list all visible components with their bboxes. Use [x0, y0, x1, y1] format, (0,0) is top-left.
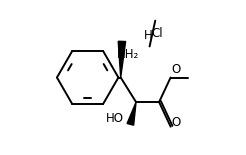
- Text: H: H: [144, 29, 153, 42]
- Text: O: O: [172, 63, 181, 76]
- Polygon shape: [118, 41, 126, 78]
- Text: Cl: Cl: [151, 27, 163, 40]
- Text: HO: HO: [106, 112, 124, 125]
- Text: NH₂: NH₂: [117, 48, 139, 61]
- Polygon shape: [127, 102, 136, 125]
- Text: O: O: [172, 116, 181, 129]
